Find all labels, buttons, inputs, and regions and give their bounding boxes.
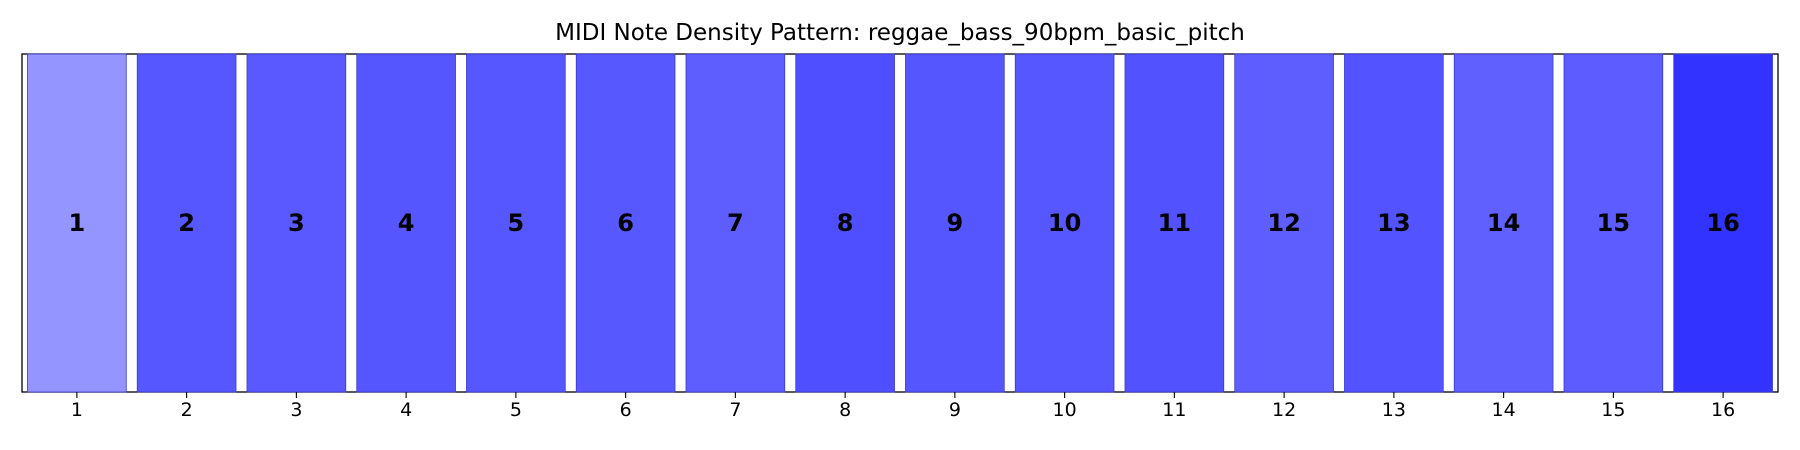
x-tick-label-12: 12	[1272, 399, 1296, 421]
bar-4	[356, 53, 456, 393]
x-tick-label-2: 2	[181, 399, 193, 421]
bar-1	[27, 53, 127, 393]
bar-label-16: 16	[1706, 209, 1739, 237]
bar-label-15: 15	[1597, 209, 1630, 237]
bar-label-12: 12	[1267, 209, 1300, 237]
bar-5	[466, 53, 566, 393]
x-tick-label-15: 15	[1601, 399, 1625, 421]
x-tick-label-9: 9	[949, 399, 961, 421]
plot-frame	[21, 53, 1779, 393]
bar-6	[575, 53, 676, 393]
x-tick-label-8: 8	[839, 399, 851, 421]
x-tick-label-6: 6	[620, 399, 632, 421]
x-tick-label-11: 11	[1162, 399, 1186, 421]
x-tick-label-4: 4	[400, 399, 412, 421]
bar-label-5: 5	[508, 209, 525, 237]
x-tick-label-16: 16	[1711, 399, 1735, 421]
bar-label-8: 8	[837, 209, 854, 237]
bar-11	[1124, 53, 1225, 393]
x-tick-label-10: 10	[1053, 399, 1077, 421]
bar-label-2: 2	[178, 209, 195, 237]
bar-15	[1563, 53, 1664, 393]
bar-2	[136, 53, 237, 393]
bar-label-9: 9	[947, 209, 964, 237]
bar-label-6: 6	[617, 209, 634, 237]
bar-label-4: 4	[398, 209, 415, 237]
bar-7	[685, 53, 786, 393]
bar-label-13: 13	[1377, 209, 1410, 237]
bar-3	[246, 53, 347, 393]
bar-label-10: 10	[1048, 209, 1081, 237]
chart-title: MIDI Note Density Pattern: reggae_bass_9…	[555, 20, 1245, 46]
bar-16	[1673, 53, 1773, 393]
bar-label-3: 3	[288, 209, 305, 237]
bar-label-7: 7	[727, 209, 744, 237]
x-tick-label-3: 3	[290, 399, 302, 421]
bar-13	[1344, 53, 1444, 393]
bar-label-1: 1	[69, 209, 86, 237]
bar-10	[1014, 53, 1115, 393]
bars-group	[27, 53, 1773, 393]
bar-label-14: 14	[1487, 209, 1520, 237]
bar-9	[905, 53, 1005, 393]
x-tick-label-13: 13	[1382, 399, 1406, 421]
bar-12	[1234, 53, 1334, 393]
bar-14	[1453, 53, 1554, 393]
x-tick-label-1: 1	[71, 399, 83, 421]
x-tick-label-7: 7	[729, 399, 741, 421]
x-axis-ticks: 1 2 3 4 5 6 7 8 9 10 11 12 13 14 15 16	[71, 392, 1735, 421]
bar-labels-group: 1 2 3 4 5 6 7 8 9 10 11 12 13 14 15 16	[69, 209, 1740, 237]
x-tick-label-5: 5	[510, 399, 522, 421]
bar-label-11: 11	[1158, 209, 1191, 237]
x-tick-label-14: 14	[1492, 399, 1516, 421]
